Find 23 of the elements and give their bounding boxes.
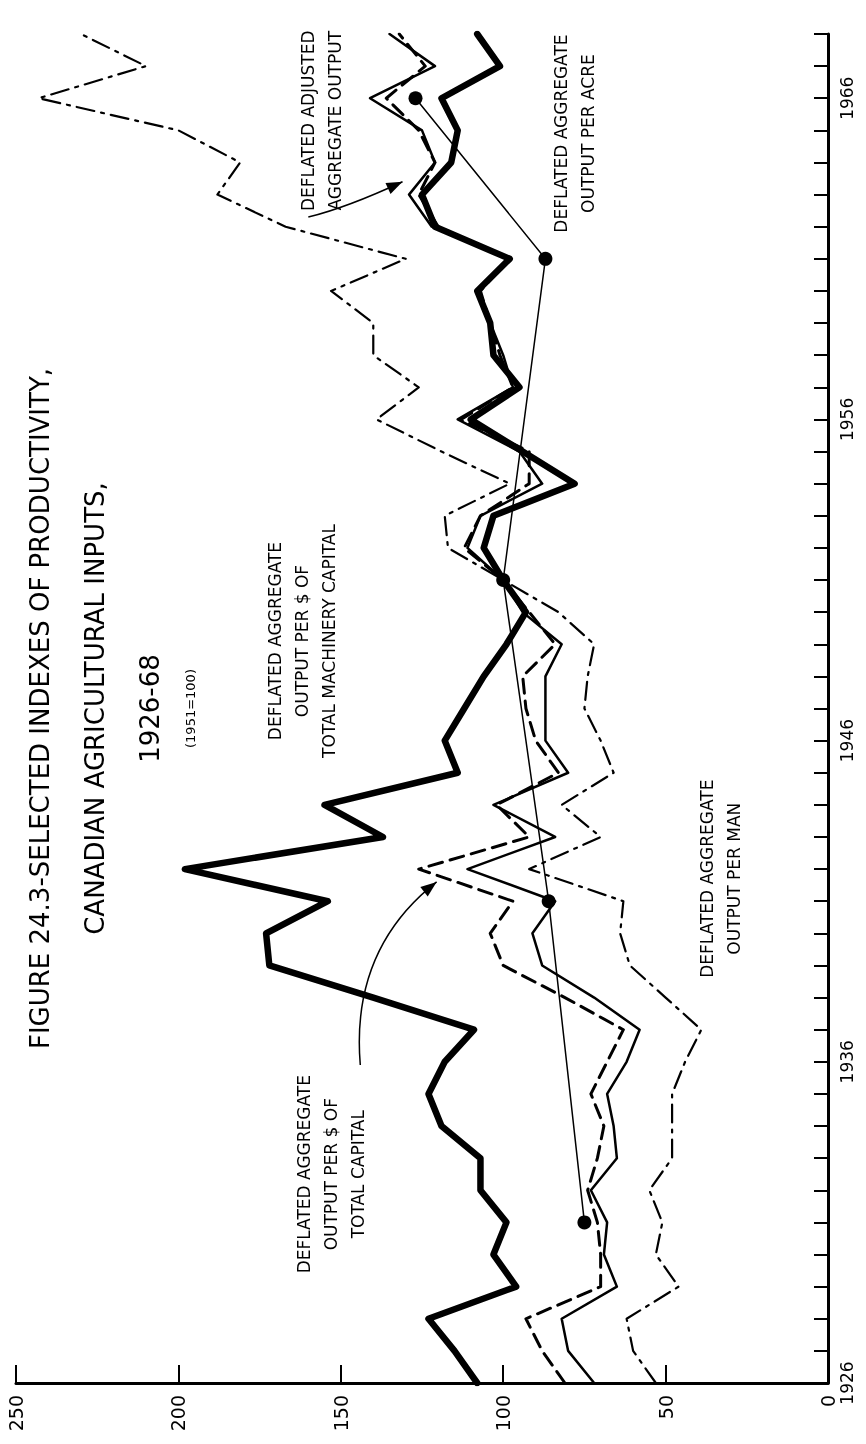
point xyxy=(408,91,423,106)
text: DEFLATED AGGREGATE OUTPUT PER MAN xyxy=(697,779,745,978)
text: DEFLATED AGGREGATE OUTPUT PER $ OF TOTAL CAPITAL xyxy=(294,1075,369,1274)
text: DEFLATED ADJUSTED AGGREGATE OUTPUT xyxy=(297,30,345,212)
x-tick-label: 150 xyxy=(329,1395,352,1432)
point xyxy=(496,573,511,588)
text: DEFLATED AGGREGATE OUTPUT PER ACRE xyxy=(551,34,599,233)
y-tick-label: 1946 xyxy=(836,718,857,763)
x-tick-label: 250 xyxy=(5,1395,27,1432)
text: (1951=100) xyxy=(182,669,198,748)
y-tick-label: 1966 xyxy=(836,76,857,120)
x-tick-label: 50 xyxy=(654,1395,677,1420)
x-tick-label: 100 xyxy=(492,1395,515,1432)
text: DEFLATED AGGREGATE OUTPUT PER $ OF TOTAL MACHINERY CAPITAL xyxy=(264,523,339,759)
point xyxy=(577,1215,592,1230)
x-tick-label: 200 xyxy=(167,1395,190,1432)
point xyxy=(538,251,553,266)
x-tick-label: 0 xyxy=(817,1395,839,1408)
text: FIGURE 24.3-SELECTED INDEXES OF PRODUCTIVITY, CANADIAN AGRICULTURAL INPUTS, 1926-68 xyxy=(25,367,165,1050)
y-tick-label: 1926 xyxy=(836,1361,857,1405)
y-tick-label: 1956 xyxy=(836,397,857,442)
y-tick-label: 1936 xyxy=(836,1040,857,1084)
point xyxy=(541,894,556,909)
